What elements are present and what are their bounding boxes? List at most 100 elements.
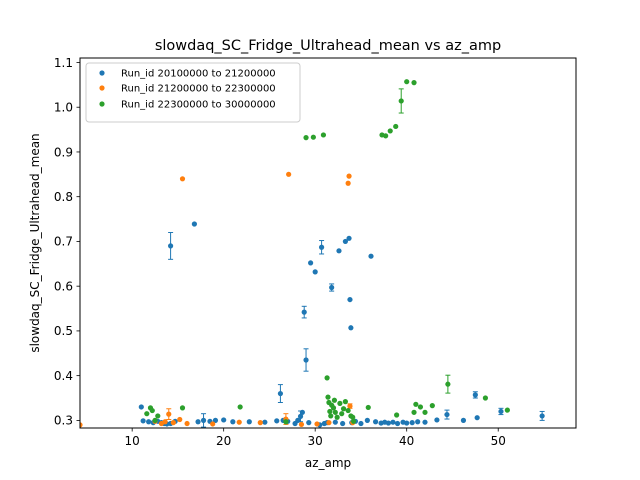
data-point xyxy=(332,419,338,425)
data-point xyxy=(482,395,489,401)
x-tick-label: 50 xyxy=(491,434,506,448)
data-point xyxy=(350,414,356,420)
data-point xyxy=(337,400,343,406)
data-point xyxy=(210,421,216,427)
data-point xyxy=(346,173,352,179)
chart-title: slowdaq_SC_Fridge_Ultrahead_mean vs az_a… xyxy=(155,38,501,54)
data-point xyxy=(212,417,219,423)
legend: Run_id 20100000 to 21200000 Run_id 21200… xyxy=(85,62,301,123)
data-point xyxy=(372,419,379,425)
data-point xyxy=(310,134,316,140)
data-point xyxy=(277,390,284,397)
data-point xyxy=(200,417,207,423)
data-point xyxy=(283,419,289,425)
data-point xyxy=(297,413,304,419)
data-point xyxy=(324,375,330,381)
series-2 xyxy=(80,171,356,428)
data-point xyxy=(383,133,389,139)
data-point xyxy=(334,414,340,420)
data-point xyxy=(504,407,510,413)
legend-marker-series-3 xyxy=(99,101,105,107)
data-point xyxy=(422,419,428,425)
legend-label-series-1: Run_id 20100000 to 21200000 xyxy=(121,69,276,80)
data-point xyxy=(351,418,357,424)
data-point xyxy=(308,260,314,266)
data-point xyxy=(413,401,419,407)
data-point xyxy=(326,420,332,426)
legend-marker-series-1 xyxy=(99,70,105,76)
data-point xyxy=(339,411,345,417)
y-tick-label: 1.1 xyxy=(54,56,73,70)
data-point xyxy=(330,405,337,411)
data-point xyxy=(306,420,312,426)
data-point xyxy=(417,404,424,410)
data-point xyxy=(444,411,450,418)
data-point xyxy=(411,80,417,86)
y-tick-label: 0.3 xyxy=(54,414,73,428)
y-tick-label: 0.5 xyxy=(54,324,73,338)
data-point xyxy=(409,420,415,426)
legend-label-series-3: Run_id 22300000 to 30000000 xyxy=(121,100,276,111)
data-point xyxy=(404,79,410,85)
y-tick-label: 0.8 xyxy=(54,190,73,204)
legend-label-series-2: Run_id 21200000 to 22300000 xyxy=(121,84,276,95)
data-point xyxy=(340,420,346,427)
data-point xyxy=(346,235,352,241)
data-point xyxy=(184,420,190,427)
y-axis-ticks: 0.3 0.4 0.5 0.6 0.7 0.8 0.9 1.0 1.1 xyxy=(54,56,80,428)
data-point xyxy=(498,408,504,415)
data-point xyxy=(347,296,353,303)
x-tick-label: 10 xyxy=(125,434,140,448)
data-point xyxy=(390,419,396,425)
data-point xyxy=(342,238,348,245)
data-point xyxy=(155,413,161,419)
data-point xyxy=(342,399,348,405)
data-point xyxy=(170,420,176,426)
data-point xyxy=(415,419,421,425)
data-point xyxy=(411,409,417,415)
data-point xyxy=(177,416,183,423)
data-point xyxy=(429,403,435,409)
data-point xyxy=(152,417,158,423)
x-tick-label: 20 xyxy=(216,434,231,448)
data-point xyxy=(434,417,440,423)
data-point xyxy=(191,221,197,227)
x-axis-ticks: 10 20 30 40 50 xyxy=(125,428,506,448)
data-point xyxy=(394,412,400,418)
data-point xyxy=(149,407,155,414)
y-tick-label: 0.4 xyxy=(54,369,73,383)
data-point xyxy=(138,404,144,410)
data-point xyxy=(394,420,401,427)
data-point xyxy=(348,325,354,331)
data-point xyxy=(298,421,305,428)
data-point xyxy=(312,269,318,275)
y-axis-label: slowdaq_SC_Fridge_Ultrahead_mean xyxy=(28,133,42,352)
data-point xyxy=(144,411,150,417)
data-point xyxy=(236,419,242,425)
plot-frame xyxy=(79,57,577,429)
y-tick-label: 0.9 xyxy=(54,145,73,159)
data-point xyxy=(257,420,263,426)
data-point xyxy=(167,243,174,249)
data-point xyxy=(286,171,292,177)
data-point xyxy=(331,397,338,403)
data-point xyxy=(387,128,393,134)
data-point xyxy=(368,253,374,259)
data-point xyxy=(393,123,399,130)
data-point xyxy=(329,284,335,291)
data-point xyxy=(445,381,451,387)
data-point xyxy=(166,411,172,417)
data-point xyxy=(179,176,186,182)
data-point xyxy=(327,408,333,415)
legend-box xyxy=(85,62,301,123)
data-point xyxy=(539,413,545,419)
data-point xyxy=(385,420,391,426)
data-point xyxy=(179,405,186,411)
data-point xyxy=(303,135,309,141)
data-point xyxy=(299,409,305,415)
data-point xyxy=(345,407,351,414)
data-point xyxy=(314,421,320,427)
data-point xyxy=(474,415,480,421)
data-point xyxy=(460,417,467,423)
